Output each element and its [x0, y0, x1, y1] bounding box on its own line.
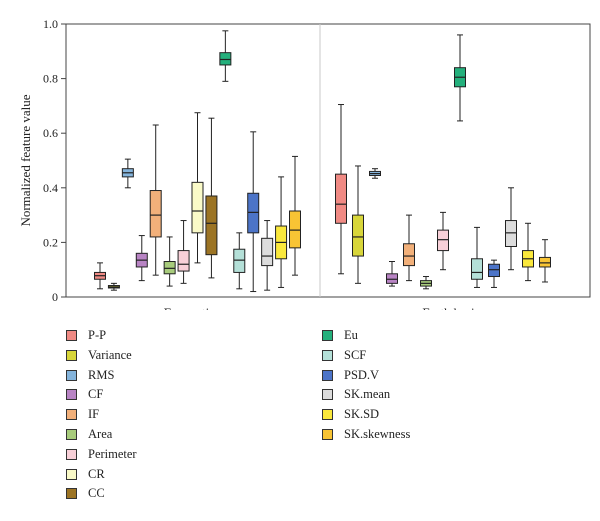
- box-perimeter: [437, 229, 449, 252]
- x-group-label: Excavation: [164, 305, 223, 310]
- box-sk-skewness: [289, 210, 301, 249]
- legend-item: SK.mean: [322, 387, 390, 402]
- legend-swatch: [322, 429, 333, 440]
- box-cc: [205, 195, 218, 256]
- y-tick-label: 0.6: [43, 126, 58, 140]
- legend-label: SK.SD: [344, 407, 380, 422]
- legend-label: Perimeter: [88, 446, 137, 461]
- legend-item: SCF: [322, 348, 366, 363]
- legend-item: Area: [66, 427, 112, 442]
- legend-item: IF: [66, 407, 99, 422]
- legend-swatch: [322, 389, 333, 401]
- legend-label: SCF: [344, 347, 367, 362]
- legend-item: Variance: [66, 348, 132, 363]
- box-eu: [219, 52, 232, 66]
- legend-label: IF: [88, 407, 100, 422]
- legend-label: Area: [88, 427, 113, 441]
- y-tick-label: 0.8: [43, 72, 58, 86]
- box-sk-mean: [261, 237, 274, 267]
- legend-item: Perimeter: [66, 447, 137, 462]
- box-sk-mean: [505, 220, 517, 247]
- box-cr: [191, 181, 204, 234]
- x-group-label: Earth boring: [422, 305, 488, 310]
- legend-swatch: [66, 448, 77, 460]
- legend-swatch: [66, 389, 77, 401]
- legend-swatch: [66, 409, 77, 421]
- legend-swatch: [322, 349, 333, 361]
- legend-item: PSD.V: [322, 368, 379, 383]
- legend-swatch: [322, 330, 333, 341]
- plot-area: 0 0.2 0.4 0.6 0.8 1.0 Normalized feature value…: [18, 17, 591, 320]
- legend-item: CC: [66, 486, 105, 501]
- legend-item: Eu: [322, 328, 358, 343]
- legend-label: P-P: [88, 328, 107, 342]
- legend-item: SK.SD: [322, 407, 379, 422]
- y-tick-label: 1.0: [43, 17, 58, 31]
- legend-label: SK.mean: [344, 387, 391, 402]
- box-variance: [352, 214, 364, 257]
- legend-label: CC: [88, 486, 105, 501]
- box-scf: [471, 258, 483, 280]
- legend-label: Variance: [88, 347, 132, 362]
- box-area: [163, 261, 176, 275]
- plot-frame: [65, 23, 591, 298]
- legend-item: CR: [66, 467, 105, 482]
- legend-label: Eu: [344, 328, 358, 342]
- y-tick-label: 0: [52, 290, 58, 304]
- legend-label: RMS: [88, 367, 115, 382]
- box-if: [149, 190, 162, 238]
- legend-swatch: [322, 369, 333, 381]
- legend-swatch: [66, 330, 77, 341]
- box-p-p: [335, 173, 347, 224]
- legend-item: CF: [66, 387, 103, 402]
- legend-swatch: [322, 409, 333, 421]
- legend-item: SK.skewness: [322, 427, 410, 442]
- y-tick-label: 0.2: [43, 235, 58, 249]
- legend-label: CR: [88, 466, 105, 481]
- box-psd-v: [247, 192, 260, 234]
- box-cf: [386, 273, 398, 284]
- legend-item: RMS: [66, 368, 114, 383]
- box-scf: [233, 248, 246, 273]
- y-axis-label: Normalized feature value: [18, 94, 33, 226]
- legend-swatch: [66, 369, 77, 381]
- legend-label: CF: [88, 387, 104, 402]
- legend-swatch: [66, 488, 77, 500]
- legend-item: P-P: [66, 328, 106, 343]
- box-sk-skewness: [539, 256, 551, 268]
- box-if: [403, 243, 415, 267]
- legend-swatch: [66, 468, 77, 480]
- legend-label: PSD.V: [344, 367, 380, 382]
- box-psd-v: [488, 263, 500, 278]
- legend-swatch: [66, 429, 77, 440]
- legend-swatch: [66, 349, 77, 361]
- legend-label: SK.skewness: [344, 427, 411, 441]
- y-tick-label: 0.4: [43, 181, 58, 195]
- box-perimeter: [177, 250, 190, 272]
